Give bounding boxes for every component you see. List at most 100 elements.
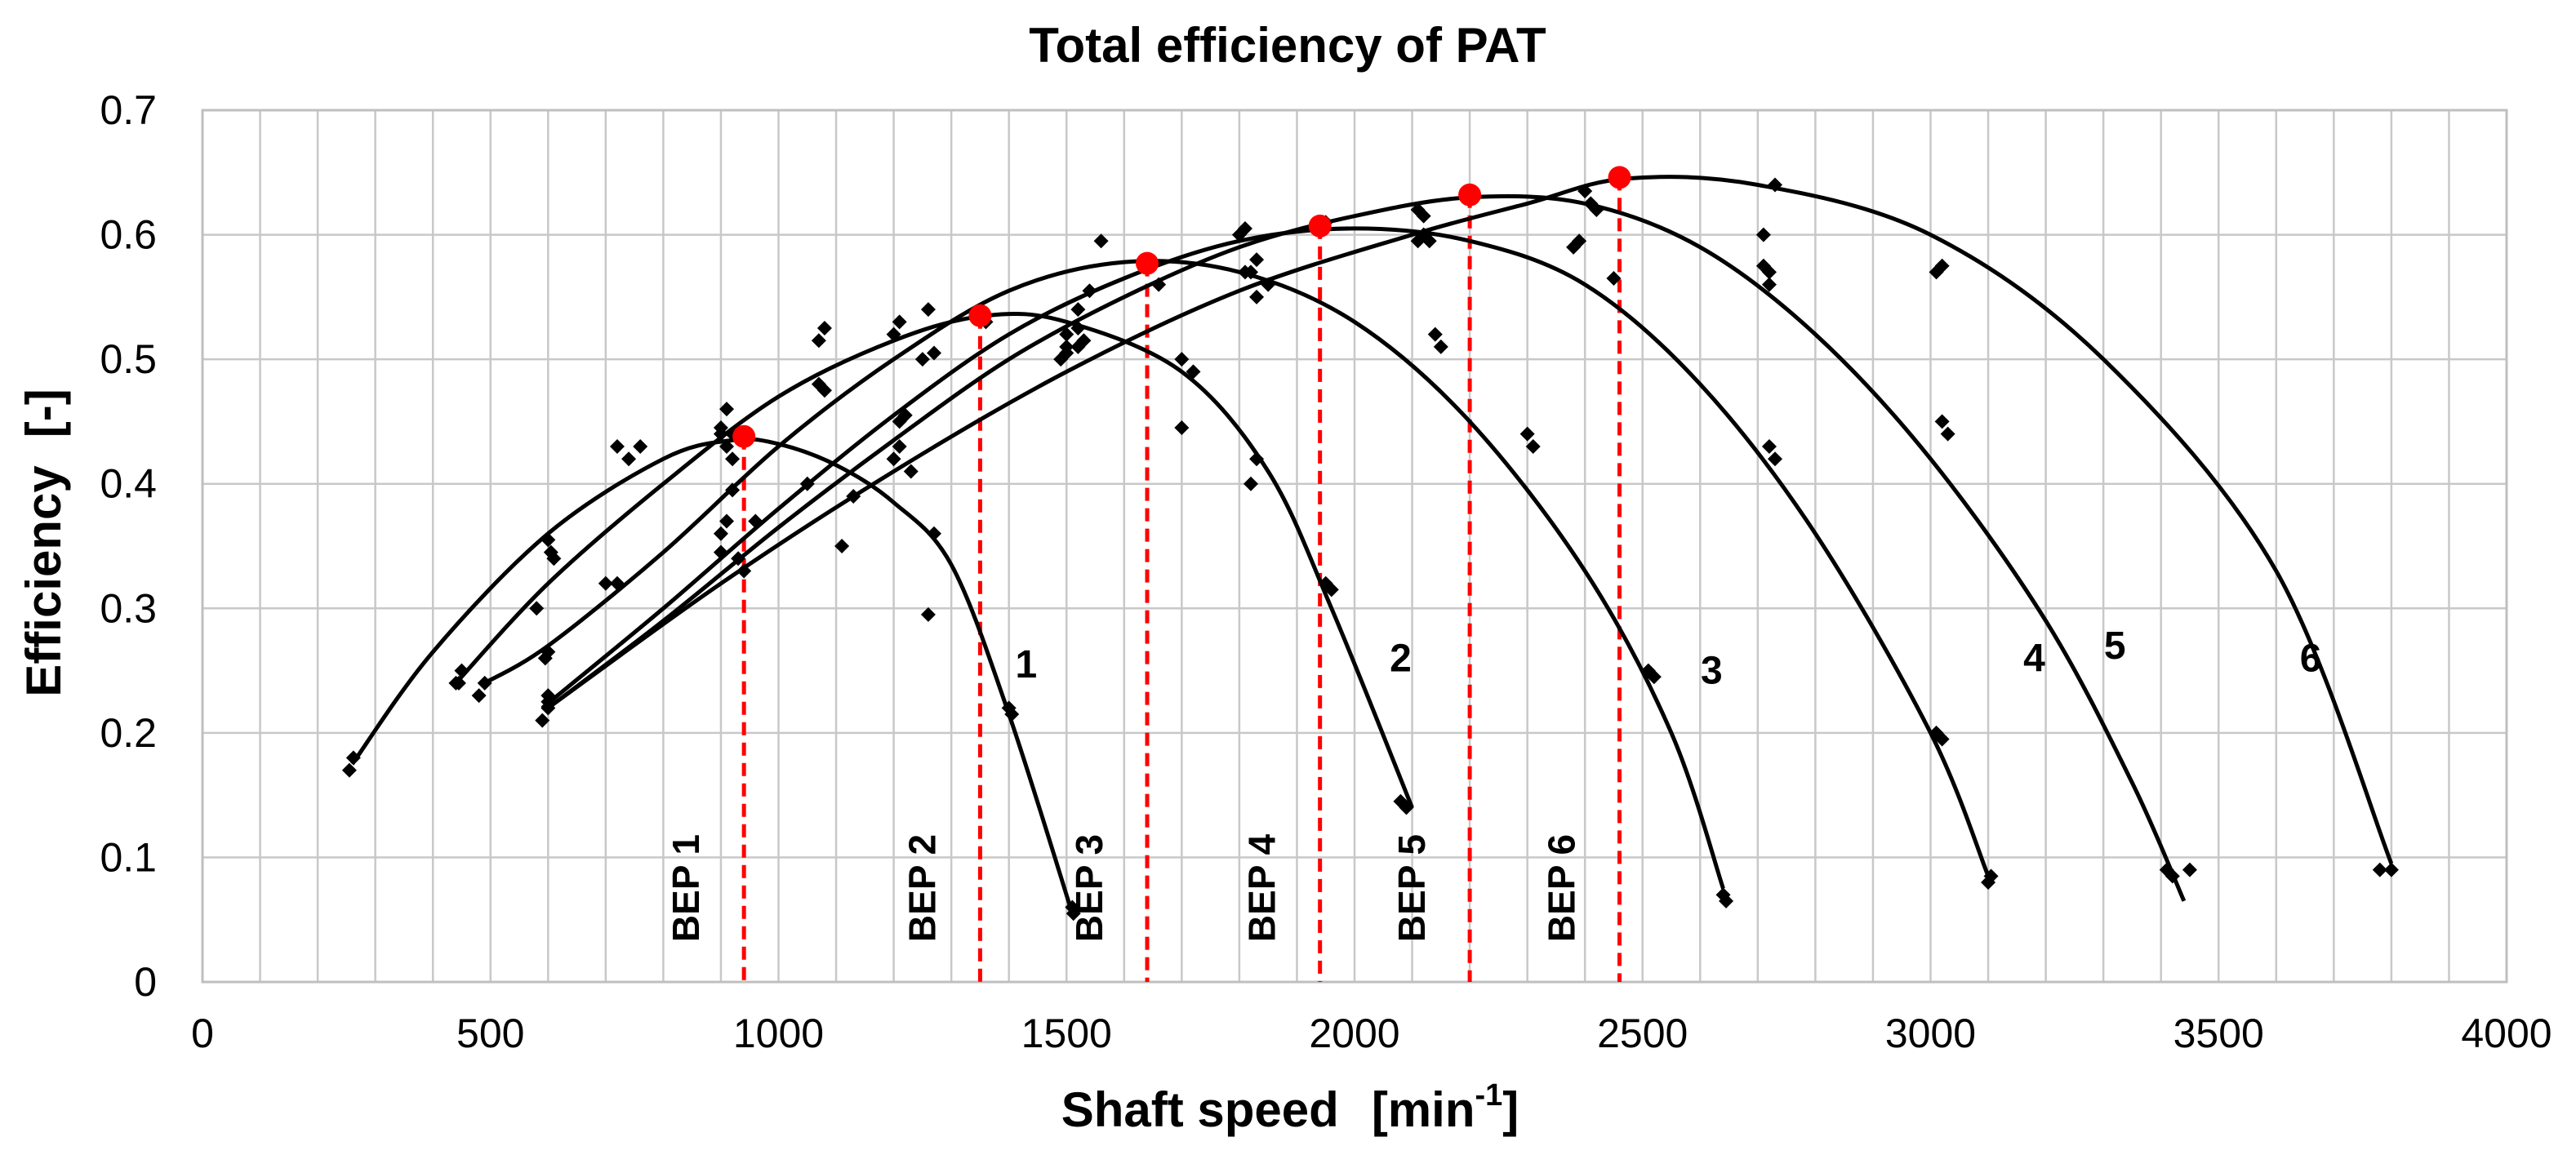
bep-label: BEP 5 [1390,834,1433,942]
data-point [1606,270,1622,286]
data-point [719,513,735,529]
data-point [892,314,907,330]
data-point [816,321,832,335]
x-tick-label: 1000 [733,1011,824,1056]
data-point [541,532,556,548]
x-tick-label: 500 [456,1011,524,1056]
data-point [1249,252,1265,268]
fit-curve-6 [546,175,2394,865]
data-point [609,575,625,591]
data-point [1761,438,1777,454]
data-point [903,464,919,479]
data-point [719,402,735,417]
data-point [1940,426,1955,442]
x-tick-label: 2000 [1309,1011,1399,1056]
y-tick-label: 0.2 [100,710,157,756]
data-point [1070,302,1086,318]
curve-label-1: 1 [1016,643,1038,686]
data-point [1421,233,1437,249]
y-tick-label: 0.3 [100,585,157,631]
data-point [1519,426,1535,442]
data-point [598,575,613,591]
y-axis-title: Efficiency [-] [16,389,71,696]
data-point [345,750,361,766]
data-point [1399,800,1414,815]
data-point [1525,438,1541,454]
plot-frame [201,109,2508,984]
data-point [2164,869,2180,884]
data-point [736,563,752,579]
data-point [535,713,550,728]
data-point [1261,277,1276,292]
x-axis-title: Shaft speed [min-1] [1061,1078,1519,1137]
data-point [1589,202,1604,218]
x-tick-label: 2500 [1597,1011,1688,1056]
data-point [926,345,941,361]
x-tick-label: 1500 [1021,1011,1112,1056]
data-point [1059,345,1074,361]
bep-marker [1608,166,1631,189]
curve-label-4: 4 [2023,637,2045,680]
data-point [1433,339,1448,354]
data-point [816,383,832,398]
curve-label-5: 5 [2104,624,2126,668]
x-axis-unit: [min [1372,1082,1475,1137]
data-point [1237,220,1252,236]
y-tick-label: 0.5 [100,336,157,382]
data-point [1186,364,1201,380]
data-point [1768,451,1783,467]
x-axis-label: Shaft speed [1061,1082,1339,1137]
y-tick-label: 0.6 [100,212,157,258]
data-point [1249,451,1265,467]
data-point [1249,289,1265,304]
data-point [1324,582,1339,598]
bep-label: BEP 1 [665,834,707,942]
data-point [1244,476,1259,491]
data-point [451,675,466,691]
data-point [1066,906,1081,922]
bep-label: BEP 6 [1541,834,1583,942]
data-point [713,526,728,541]
data-point [1093,233,1109,249]
data-point [725,451,741,467]
data-point [846,488,861,504]
data-point [1416,208,1431,224]
data-point [1151,277,1167,292]
data-point [1174,420,1190,436]
data-point [914,352,930,367]
data-point [2372,862,2387,877]
data-point [1004,706,1020,722]
data-point [920,302,936,318]
data-point [471,688,487,704]
data-point [1761,264,1777,280]
data-point [546,551,562,566]
y-axis-unit: [-] [16,389,71,438]
data-point [2182,862,2197,877]
data-point [1577,184,1593,199]
data-point [748,513,763,529]
data-point [1646,669,1662,685]
data-point [713,426,728,442]
bep-marker [1458,183,1482,207]
data-point [719,438,735,454]
x-axis-unit-exponent: -1 [1475,1078,1502,1113]
grid [202,110,2507,982]
data-point [454,663,469,678]
data-point [892,414,907,429]
data-point [2383,862,2399,877]
bep-marker [968,304,992,327]
data-point [834,539,850,553]
data-point [1070,321,1086,335]
data-point [731,551,746,566]
data-point [1174,352,1190,367]
data-point [1059,327,1074,342]
x-tick-label: 3000 [1885,1011,1976,1056]
data-point [621,451,637,467]
bep-marker [1136,251,1159,275]
data-point [529,601,545,616]
data-point [897,407,913,423]
y-tick-label: 0.7 [100,87,157,133]
data-points [341,177,2399,922]
data-point [713,544,728,560]
data-point [926,526,941,541]
